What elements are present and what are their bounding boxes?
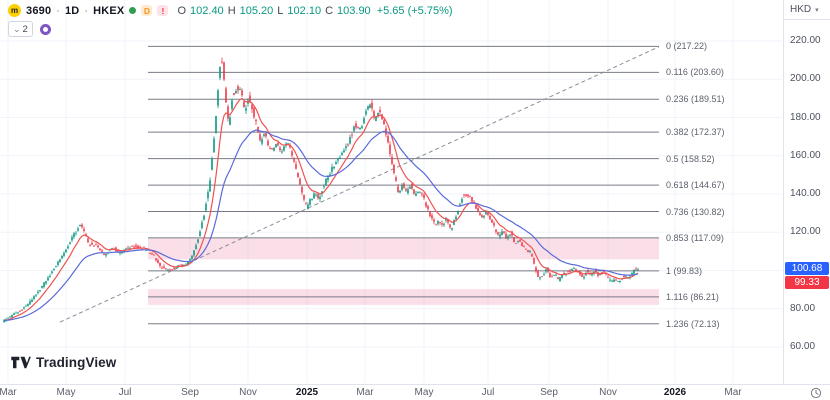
close-value: 103.90 <box>337 4 371 17</box>
fib-level-label: 0.736 (130.82) <box>666 206 725 217</box>
symbol-header: m 3690 · 1D · HKEX D ! O 102.40 H 105.20 L… <box>8 4 453 17</box>
indicator-loading-icon[interactable] <box>39 23 51 35</box>
exchange-label[interactable]: HKEX <box>93 4 125 17</box>
supply-demand-zones <box>148 237 659 305</box>
caret-down-icon: ▾ <box>815 6 819 14</box>
time-tick-label: Nov <box>239 387 257 398</box>
fib-level-label: 0.236 (189.51) <box>666 94 725 105</box>
grid-lines <box>0 0 782 383</box>
market-status-icon[interactable] <box>129 7 137 14</box>
last-price-badge: 100.68 <box>785 262 829 276</box>
ma-fast-line <box>3 97 639 321</box>
currency-selector[interactable]: HKD ▾ <box>784 0 830 20</box>
indicator-row: ⌄ 2 <box>8 21 51 37</box>
open-key: O <box>177 4 187 17</box>
tradingview-logo[interactable]: TradingView <box>10 355 116 370</box>
notice-icon[interactable]: ! <box>157 5 169 16</box>
time-tick-label: Jul <box>118 387 132 398</box>
fib-level-label: 0.116 (203.60) <box>666 67 724 78</box>
high-key: H <box>227 4 236 17</box>
price-tick-label: 120.00 <box>790 226 821 238</box>
separator-dot: · <box>84 4 89 17</box>
time-tick-label: May <box>414 387 434 398</box>
low-value: 102.10 <box>287 4 322 17</box>
fib-level-label: 1 (99.83) <box>666 265 703 276</box>
ohlc-readout: O 102.40 H 105.20 L 102.10 C 103.90 +5.65 (+… <box>177 5 452 17</box>
chevron-down-icon: ⌄ <box>13 24 21 34</box>
time-tick-label: 2026 <box>663 387 687 398</box>
time-tick-label: 2025 <box>295 387 319 398</box>
fib-level-label: 0.853 (117.09) <box>666 232 724 243</box>
change-value: +5.65 (+5.75%) <box>376 4 453 17</box>
time-tick-label: Jul <box>481 387 495 398</box>
candlestick-series <box>3 57 639 323</box>
low-key: L <box>277 4 284 17</box>
close-key: C <box>325 4 334 17</box>
fib-level-label: 0 (217.22) <box>666 41 708 52</box>
price-tick-label: 160.00 <box>790 149 821 161</box>
delayed-data-icon[interactable]: D <box>141 5 153 16</box>
tradingview-mark-icon <box>11 356 31 369</box>
price-tick-label: 200.00 <box>790 73 821 85</box>
alert-price-badge: 99.33 <box>785 276 829 290</box>
fib-level-label: 0.5 (158.52) <box>666 153 715 164</box>
price-tick-label: 140.00 <box>790 188 821 199</box>
time-tick-label: Mar <box>0 387 17 398</box>
indicator-count: 2 <box>22 23 28 35</box>
time-tick-label: Mar <box>356 387 374 398</box>
open-value: 102.40 <box>190 4 224 17</box>
symbol-name[interactable]: 3690 <box>26 4 52 17</box>
time-tick-label: May <box>56 387 76 398</box>
fib-level-label: 0.382 (172.37) <box>666 127 725 138</box>
ma-slow-line <box>3 129 639 321</box>
indicators-toggle-button[interactable]: ⌄ 2 <box>8 21 33 37</box>
fib-level-label: 0.618 (144.67) <box>666 180 725 191</box>
trendline-dashed <box>59 46 660 323</box>
time-tick-label: Nov <box>599 387 617 398</box>
separator-dot: · <box>56 4 60 17</box>
fib-retracement-lines <box>148 45 659 325</box>
price-axis[interactable]: HKD ▾ 220.00 200.00 180.00 160.00 140.00 120.… <box>783 0 830 400</box>
currency-label: HKD <box>790 4 812 15</box>
time-tick-label: Sep <box>181 387 199 398</box>
timezone-clock-icon[interactable] <box>810 387 822 399</box>
fib-level-label: 1.236 (72.13) <box>666 318 720 329</box>
price-tick-label: 220.00 <box>790 35 821 46</box>
tradingview-logo-text: TradingView <box>36 355 117 370</box>
time-tick-label: Sep <box>540 387 558 398</box>
time-axis[interactable]: Mar May Jul Sep Nov 2025 Mar May Jul Sep Nov 2026 Ma… <box>0 384 830 400</box>
symbol-logo-icon[interactable]: m <box>8 4 21 17</box>
interval-label[interactable]: 1D <box>64 4 80 17</box>
time-tick-label: Mar <box>724 387 742 398</box>
price-tick-label: 180.00 <box>790 111 821 123</box>
price-tick-label: 80.00 <box>790 302 816 314</box>
price-tick-label: 60.00 <box>790 341 816 352</box>
fib-level-label: 1.116 (86.21) <box>666 291 719 302</box>
high-value: 105.20 <box>239 4 274 17</box>
